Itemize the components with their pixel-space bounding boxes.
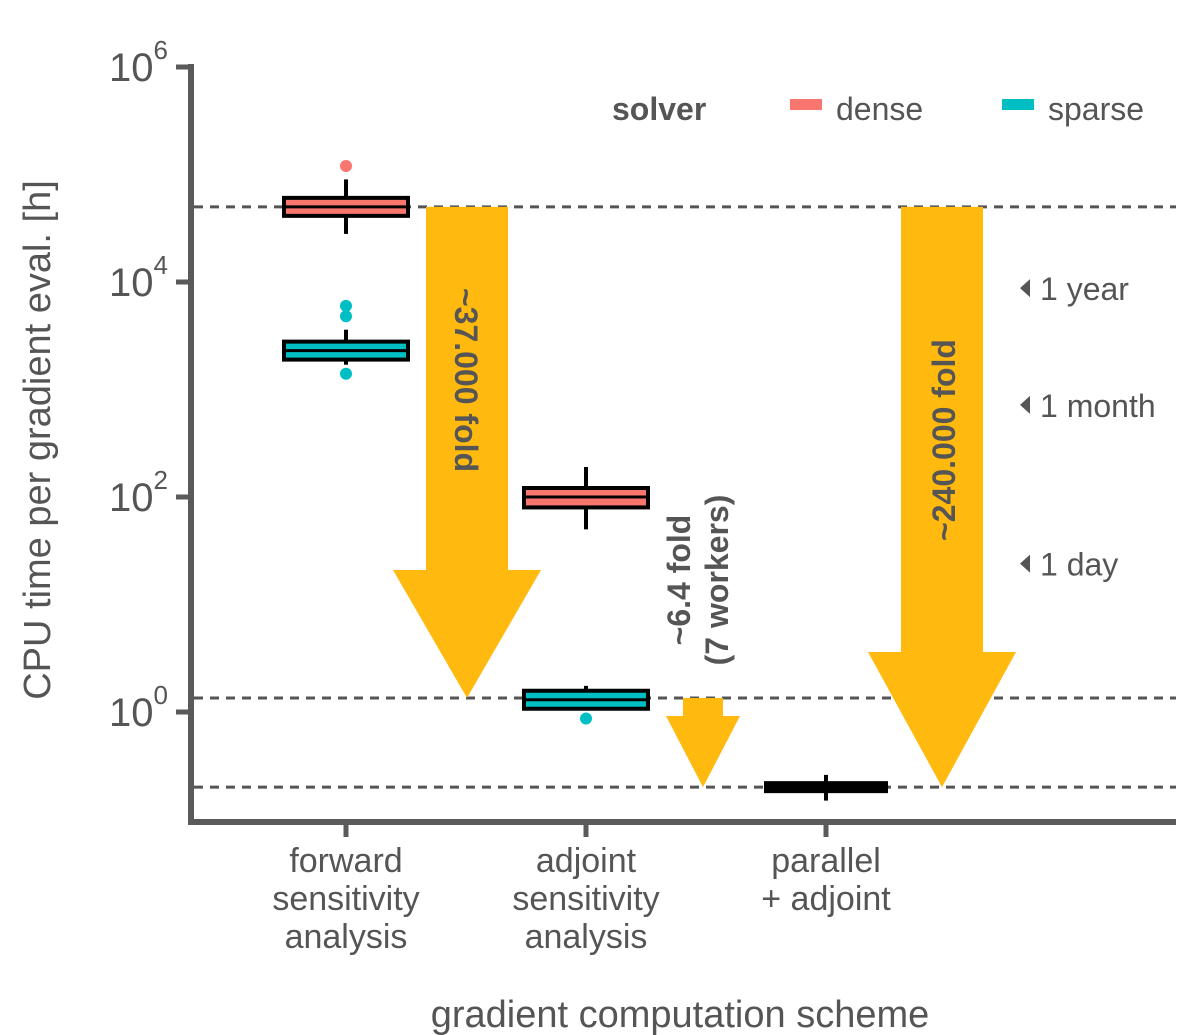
box-1-outlier-1 xyxy=(340,310,352,323)
legend-title: solver xyxy=(612,91,706,127)
time-references: 1 year 1 month 1 day xyxy=(1020,271,1156,583)
legend: solver dense sparse xyxy=(612,91,1144,127)
box-0-outlier-0 xyxy=(340,159,352,172)
fold-label-2: ~240.000 fold xyxy=(926,339,962,541)
x-tick-label-1: adjoint sensitivity analysis xyxy=(512,842,659,956)
legend-swatch-sparse xyxy=(1002,99,1034,110)
x-axis-title: gradient computation scheme xyxy=(431,994,930,1035)
time-ref-marker-2 xyxy=(1020,554,1030,573)
time-ref-label-0: 1 year xyxy=(1040,271,1129,307)
fold-arrow-2 xyxy=(868,206,1016,788)
box-plots xyxy=(282,159,888,801)
box-4-parallel xyxy=(764,774,888,801)
box-4-body xyxy=(764,781,888,794)
y-tick-label-2: 104 xyxy=(109,250,168,305)
x-tick-label-0: forward sensitivity analysis xyxy=(272,842,419,956)
axes xyxy=(188,64,1176,825)
box-0-dense xyxy=(282,159,410,234)
x-ticks: forward sensitivity analysis adjoint sensiti… xyxy=(272,822,891,956)
box-3-sparse xyxy=(522,685,650,725)
time-ref-marker-0 xyxy=(1020,279,1030,298)
time-ref-marker-1 xyxy=(1020,395,1030,414)
y-ticks: 100 102 104 106 xyxy=(109,35,191,735)
y-tick-label-0: 100 xyxy=(109,680,168,735)
y-tick-label-1: 102 xyxy=(109,465,168,520)
legend-label-dense: dense xyxy=(836,91,923,127)
fold-label-0: ~37.000 fold xyxy=(448,288,484,472)
legend-swatch-dense xyxy=(790,99,822,110)
time-ref-label-2: 1 day xyxy=(1040,547,1118,583)
y-axis-title: CPU time per gradient eval. [h] xyxy=(17,180,59,700)
time-ref-label-1: 1 month xyxy=(1040,388,1156,424)
legend-label-sparse: sparse xyxy=(1048,91,1144,127)
fold-arrow-1 xyxy=(666,697,740,788)
box-1-outlier-2 xyxy=(340,299,352,312)
y-tick-label-3: 106 xyxy=(109,35,168,90)
fold-label-1: ~6.4 fold(7 workers) xyxy=(661,495,735,666)
box-1-outlier-0 xyxy=(340,367,352,380)
x-tick-label-2: parallel + adjoint xyxy=(761,842,891,918)
box-2-dense xyxy=(522,467,650,530)
box-3-outlier-0 xyxy=(580,712,592,725)
fold-arrow-0 xyxy=(393,206,541,698)
box-1-sparse xyxy=(282,299,410,380)
fold-arrows: ~37.000 fold ~6.4 fold(7 workers) ~240.000… xyxy=(393,206,1016,788)
